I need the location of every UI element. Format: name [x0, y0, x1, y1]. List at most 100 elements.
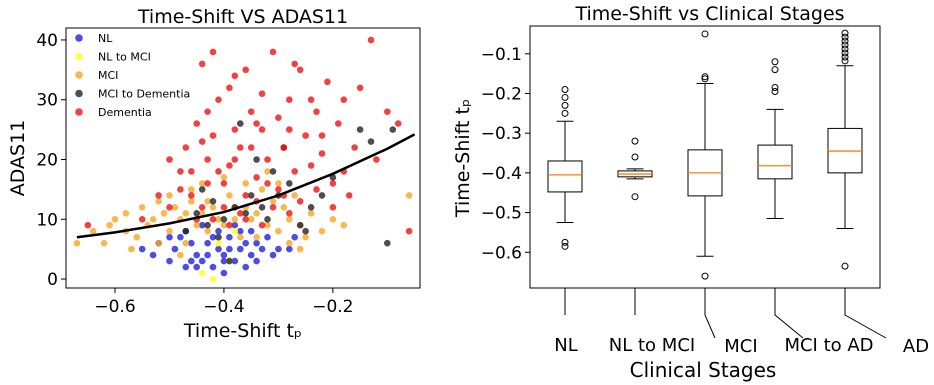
outlier-point	[701, 272, 709, 280]
scatter-point	[231, 72, 239, 80]
scatter-point	[275, 186, 282, 193]
scatter-point	[242, 210, 249, 217]
scatter-point	[258, 221, 266, 229]
scatter-point	[237, 233, 244, 241]
scatter-point	[220, 269, 228, 277]
outlier-point	[771, 58, 779, 66]
scatter-point	[182, 239, 190, 247]
boxplot-y-tick-label: −0.4	[481, 164, 522, 184]
scatter-point	[286, 96, 293, 103]
outlier-point	[701, 75, 709, 83]
scatter-point	[302, 233, 309, 241]
scatter-point	[204, 221, 211, 229]
scatter-point	[242, 263, 249, 271]
scatter-point	[198, 138, 206, 145]
scatter-point	[286, 210, 293, 217]
scatter-point	[307, 210, 315, 217]
scatter-point	[394, 120, 402, 127]
scatter-point	[171, 204, 179, 211]
legend-marker	[75, 71, 83, 79]
legend-label: MCI	[98, 69, 118, 82]
scatter-point	[220, 221, 228, 229]
scatter-point	[215, 227, 222, 235]
scatter-point	[209, 132, 217, 139]
scatter-point	[405, 227, 413, 235]
scatter-point	[384, 108, 391, 115]
scatter-point	[296, 245, 304, 253]
scatter-point	[329, 216, 337, 223]
scatter-point	[188, 186, 195, 193]
scatter-point	[247, 227, 255, 235]
outlier-point	[701, 30, 709, 38]
scatter-point	[204, 180, 211, 187]
scatter-point	[264, 156, 271, 163]
scatter-point	[264, 216, 271, 223]
scatter-point	[209, 263, 217, 271]
scatter-point	[286, 239, 293, 247]
boxplot-x-label: Clinical Stages	[630, 358, 777, 382]
scatter-point	[220, 180, 228, 187]
scatter-point	[307, 162, 315, 169]
scatter-point	[318, 150, 326, 157]
scatter-point	[384, 239, 391, 247]
scatter-point	[204, 198, 211, 205]
scatter-point	[296, 66, 304, 74]
outlier-point	[561, 242, 569, 250]
boxplot-title: Time-Shift vs Clinical Stages	[574, 3, 844, 25]
scatter-point	[128, 245, 135, 253]
boxplot-boxes	[547, 29, 863, 280]
outlier-point	[631, 193, 639, 201]
box	[547, 160, 583, 193]
scatter-point	[324, 78, 331, 86]
scatter-point	[182, 144, 190, 151]
scatter-point	[286, 216, 293, 223]
outlier-point	[771, 88, 779, 95]
scatter-point	[198, 269, 206, 277]
scatter-point	[231, 216, 239, 223]
scatter-point	[356, 126, 364, 133]
scatter-point	[198, 221, 206, 229]
scatter-point	[329, 180, 337, 187]
scatter-point	[193, 263, 200, 271]
scatter-point	[237, 120, 244, 127]
scatter-y-ticks: 0 10 20 30 40	[36, 31, 66, 290]
legend-marker	[75, 34, 83, 42]
scatter-point	[209, 204, 217, 211]
box	[757, 144, 793, 180]
scatter-point	[351, 144, 358, 151]
scatter-point	[138, 204, 146, 211]
scatter-point	[340, 221, 348, 229]
boxplot-y-tick-label: −0.2	[481, 84, 522, 104]
scatter-point	[286, 245, 293, 253]
scatter-point	[247, 251, 255, 259]
scatter-x-tick-label: −0.2	[312, 297, 353, 317]
scatter-point	[111, 216, 119, 223]
scatter-point	[193, 210, 200, 217]
scatter-point	[198, 210, 206, 217]
legend-marker	[75, 89, 83, 98]
boxplot-x-tick-label: NL to MCI	[609, 335, 695, 356]
scatter-point	[226, 84, 233, 92]
scatter-point	[247, 144, 255, 151]
scatter-point	[188, 239, 195, 247]
outlier-point	[841, 37, 849, 45]
scatter-point	[258, 186, 266, 193]
outlier-point	[561, 238, 569, 246]
boxplot-y-ticks: −0.6 −0.5 −0.4 −0.3 −0.2 −0.1	[481, 45, 530, 263]
scatter-point	[302, 132, 309, 139]
legend-label: Dementia	[98, 106, 152, 119]
scatter-point	[253, 210, 260, 217]
scatter-point	[291, 233, 299, 241]
scatter-point	[226, 221, 233, 229]
scatter-point	[318, 192, 326, 199]
boxplot-x-tick-mark	[844, 288, 887, 339]
scatter-point	[242, 216, 249, 223]
scatter-y-label: ADAS11	[7, 120, 29, 197]
outlier-point	[771, 66, 779, 74]
outlier-point	[841, 33, 849, 41]
scatter-point	[198, 204, 206, 211]
scatter-x-ticks: −0.6 −0.4 −0.2	[94, 288, 354, 317]
scatter-point	[264, 180, 271, 187]
scatter-point	[247, 216, 255, 223]
